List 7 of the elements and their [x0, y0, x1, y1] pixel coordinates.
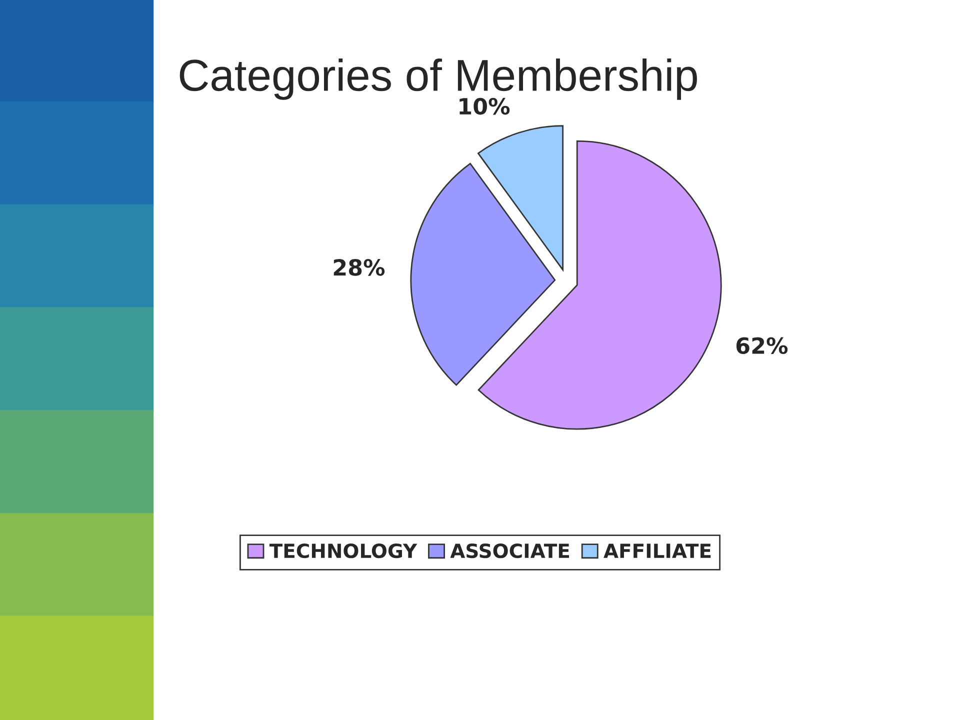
- legend-label: AFFILIATE: [604, 544, 711, 558]
- chart-title: Categories of Membership: [180, 58, 697, 100]
- legend-label: ASSOCIATE: [450, 543, 569, 558]
- legend-label: TECHNOLOGY: [269, 543, 418, 558]
- data-label: 28%: [334, 259, 385, 276]
- data-label: 10%: [460, 98, 510, 115]
- data-label: 62%: [736, 337, 788, 354]
